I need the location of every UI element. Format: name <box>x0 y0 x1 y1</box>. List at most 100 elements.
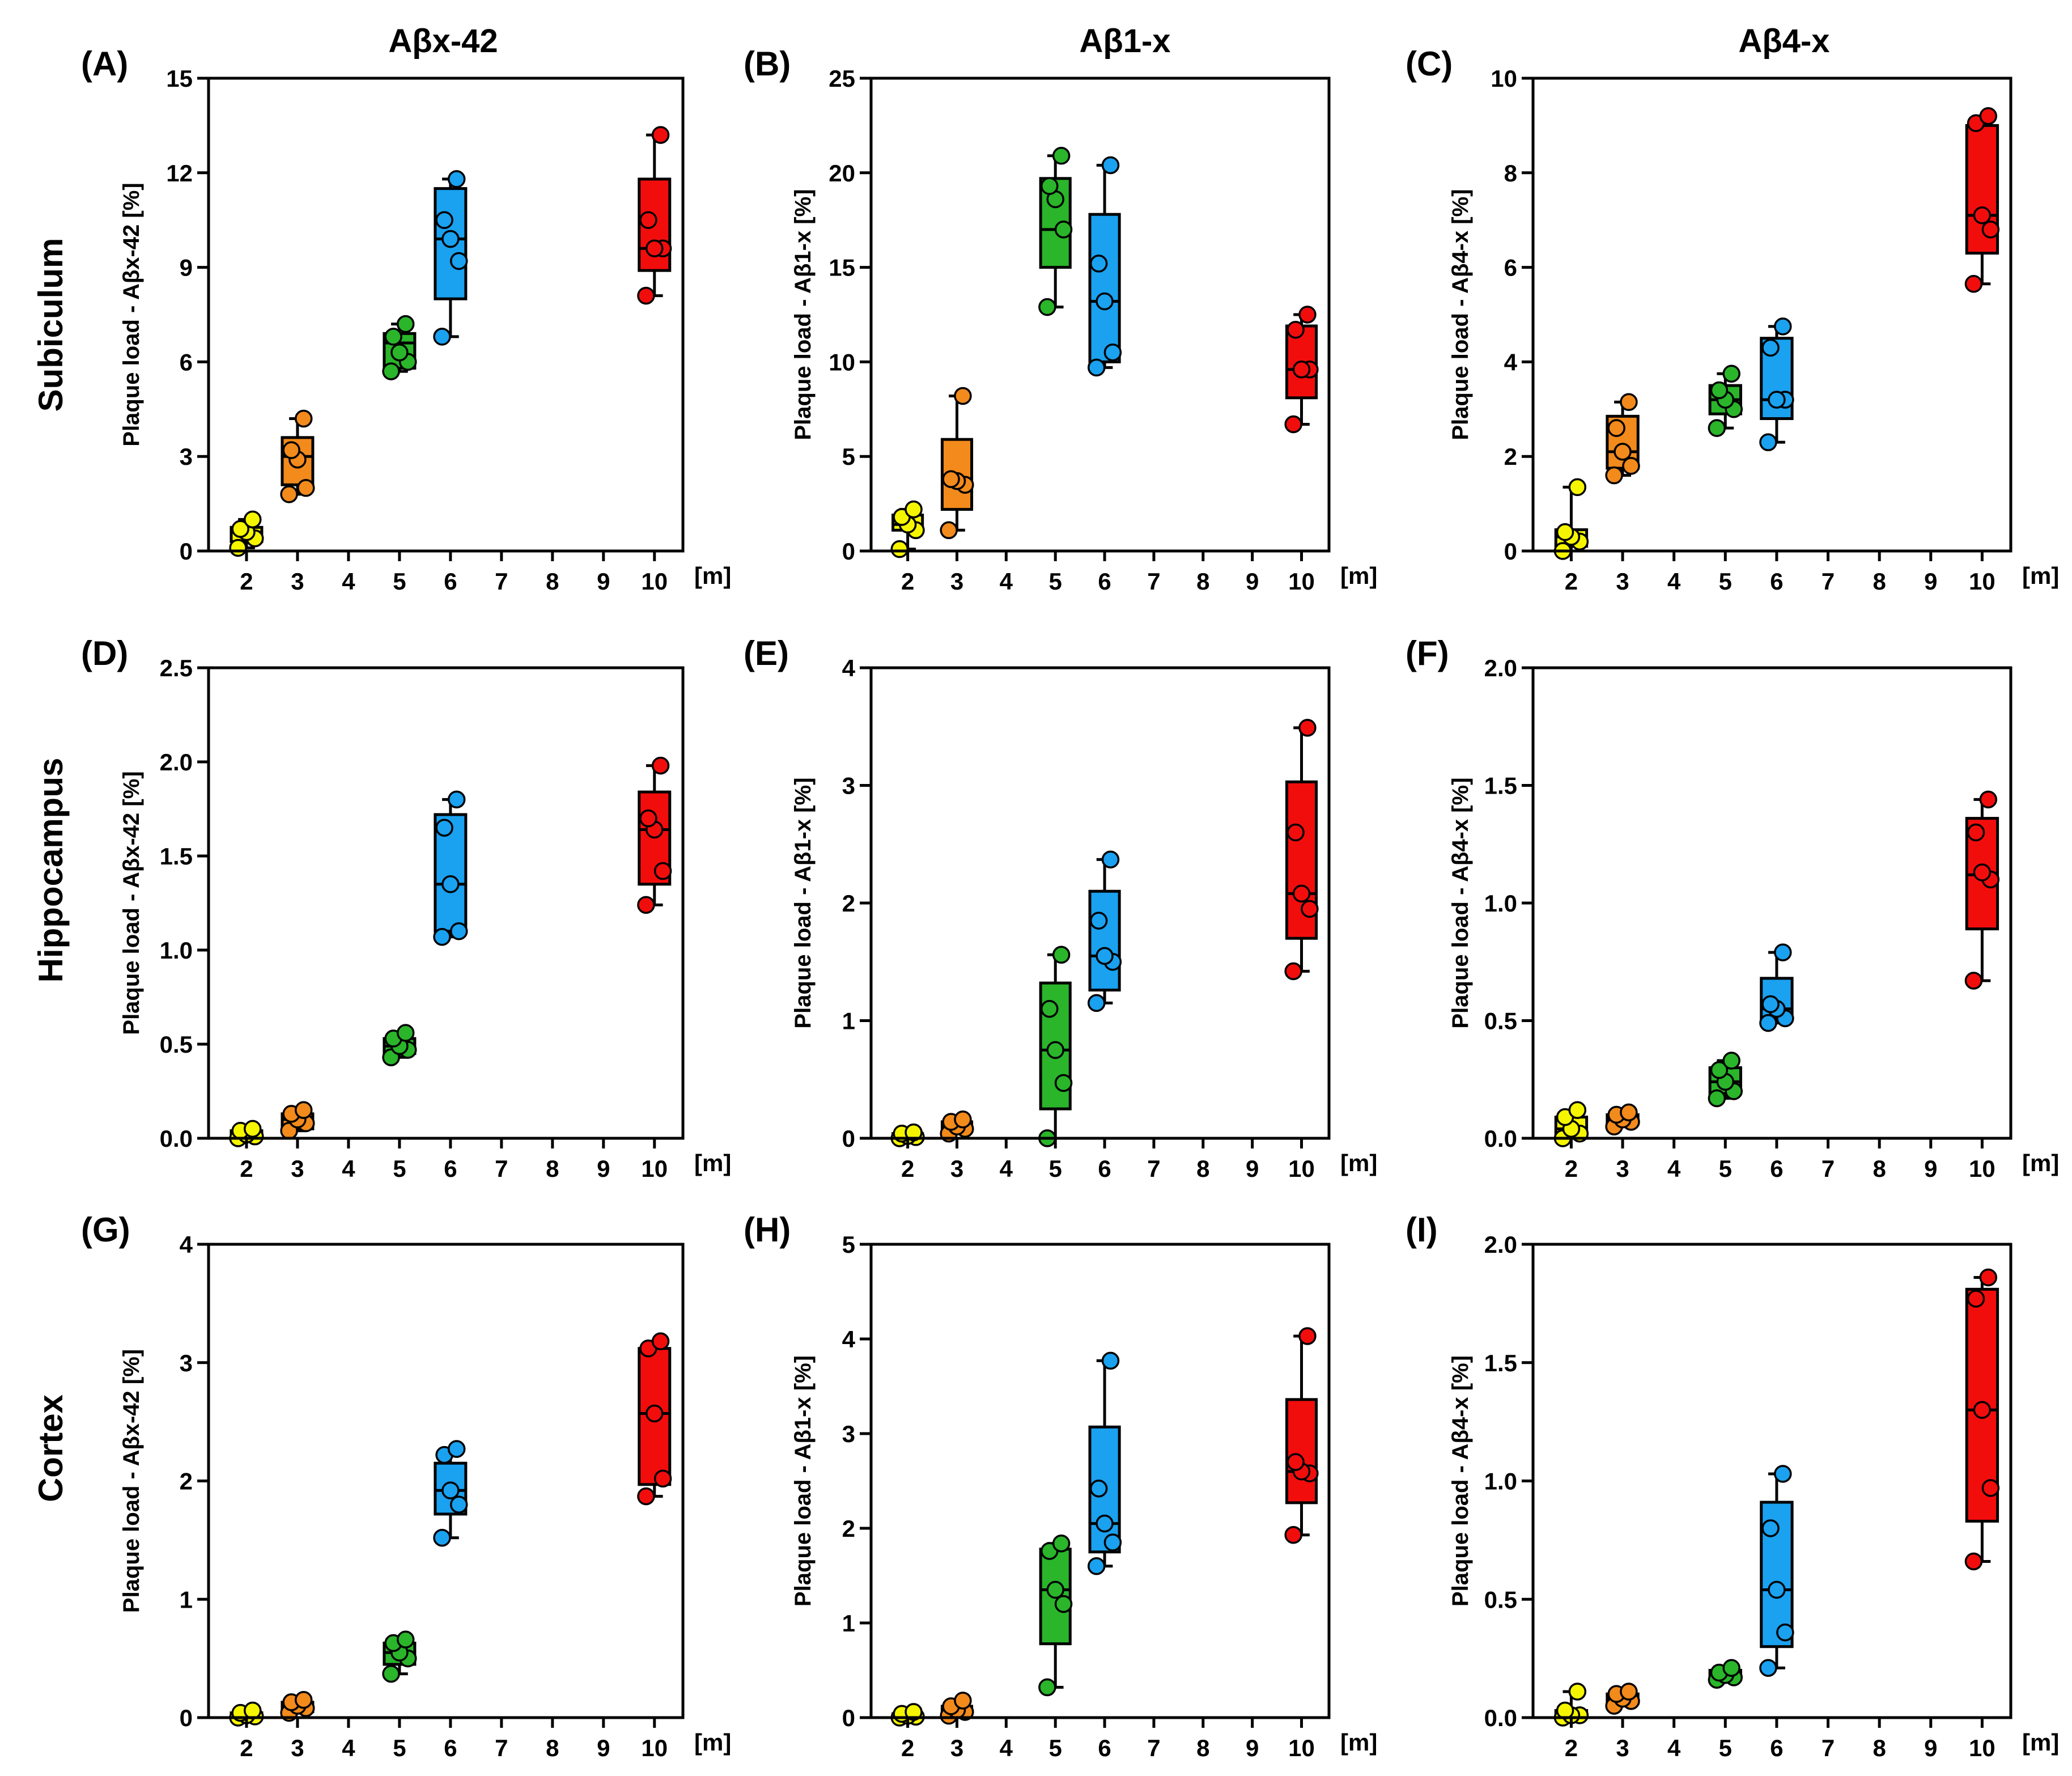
box-group-6m <box>1087 1351 1122 1575</box>
data-point <box>1768 391 1786 409</box>
data-point <box>646 1404 664 1423</box>
data-point <box>637 286 655 305</box>
x-tick-label: 3 <box>291 1735 304 1761</box>
x-tick-label: 4 <box>1000 568 1013 595</box>
column-title-ab4x: Aβ4-x <box>1738 23 1829 60</box>
y-tick-label: 1.0 <box>1484 1468 1517 1495</box>
x-tick-label: 6 <box>1098 1735 1111 1761</box>
box-group-5m <box>1708 1659 1743 1689</box>
x-tick-label: 5 <box>1049 568 1062 595</box>
data-point <box>1607 419 1625 437</box>
plot-frame <box>207 666 685 1140</box>
data-point <box>1054 1595 1073 1613</box>
data-point <box>280 485 298 503</box>
data-point <box>382 362 400 380</box>
x-tick-label: 6 <box>444 1735 457 1761</box>
x-tick-label: 7 <box>1147 568 1160 595</box>
data-point <box>244 1701 262 1720</box>
data-point <box>1041 1000 1059 1018</box>
y-tick-label: 3 <box>842 1421 855 1447</box>
data-point <box>396 1630 415 1648</box>
box-group-2m <box>229 510 264 557</box>
y-tick-label: 3 <box>842 773 855 799</box>
box-group-6m <box>1759 1465 1794 1677</box>
x-axis-label: [m] <box>694 1150 731 1176</box>
data-point <box>1761 1519 1780 1537</box>
row-title-hippocampus: Hippocampus <box>32 758 70 983</box>
box-group-3m <box>1605 1682 1640 1715</box>
y-tick-label: 9 <box>180 255 193 281</box>
data-point <box>1967 823 1985 842</box>
panel-g: (G) Plaque load - Aβx-42 [%] 0 1 2 3 4 2 3 4 5 6 7 8 9… <box>81 1211 731 1761</box>
data-point <box>447 790 466 809</box>
y-axis-label: Plaque load - Aβ4-x [%] <box>1448 189 1473 440</box>
y-tick-label: 3 <box>180 1350 193 1376</box>
box <box>1088 889 1121 992</box>
panel-b: (B) Plaque load - Aβ1-x [%] 0 5 10 15 20 25 2 3 4 5… <box>744 45 1377 595</box>
data-point <box>954 1110 972 1129</box>
y-tick-label: 2 <box>180 1468 193 1495</box>
data-point <box>447 170 466 188</box>
data-point <box>639 211 657 229</box>
y-tick-label: 0.0 <box>1484 1705 1517 1731</box>
y-axis-label: Plaque load - Aβx-42 [%] <box>119 183 144 446</box>
x-tick-label: 9 <box>1924 1735 1937 1761</box>
plot-frame <box>1531 77 2012 553</box>
box-group-2m <box>1553 478 1589 560</box>
box-group-6m <box>1759 943 1794 1032</box>
box-group-5m <box>382 1024 417 1066</box>
data-point <box>1708 1089 1726 1108</box>
x-tick-label: 7 <box>1822 1155 1835 1182</box>
data-point <box>651 126 670 144</box>
x-axis-label: [m] <box>1340 1150 1377 1176</box>
y-tick-label: 2.5 <box>160 655 193 681</box>
panel-e: (E) Plaque load - Aβ1-x [%] 0 1 2 3 4 2 3 4 5 6 7 8 9 1… <box>744 634 1377 1182</box>
x-tick-label: 6 <box>1770 1735 1783 1761</box>
box-group-5m <box>1038 1534 1073 1697</box>
data-point <box>890 540 909 558</box>
x-tick-label: 2 <box>240 1735 253 1761</box>
data-point <box>1089 255 1108 273</box>
data-point <box>1759 433 1777 451</box>
y-axis-label: Plaque load - Aβ4-x [%] <box>1448 778 1473 1029</box>
box-group-10m <box>1964 790 2000 990</box>
data-point <box>244 1120 262 1138</box>
y-tick-label: 2.0 <box>160 749 193 775</box>
y-tick-label: 0 <box>842 538 855 565</box>
data-point <box>954 1692 972 1710</box>
data-point <box>441 230 460 248</box>
box-group-5m <box>1038 946 1073 1147</box>
panel-f: (F) Plaque load - Aβ4-x [%] 0.0 0.5 1.0 1.5 2.… <box>1406 634 2059 1182</box>
data-point <box>384 328 402 346</box>
y-tick-label: 4 <box>842 655 856 681</box>
data-point <box>637 1487 655 1506</box>
data-point <box>449 252 468 270</box>
y-tick-label: 1 <box>842 1610 855 1637</box>
y-tick-label: 0 <box>180 538 193 565</box>
data-point <box>1568 478 1587 497</box>
x-tick-label: 3 <box>1616 1735 1629 1761</box>
box-group-3m <box>1605 1103 1640 1135</box>
x-tick-label: 5 <box>393 568 406 595</box>
data-point <box>1096 947 1114 965</box>
y-tick-label: 3 <box>180 443 193 470</box>
data-point <box>1620 1682 1638 1701</box>
y-tick-label: 2.0 <box>1484 655 1517 681</box>
data-point <box>1759 1659 1777 1677</box>
y-tick-label: 4 <box>1504 349 1518 375</box>
data-point <box>651 1332 670 1350</box>
box-group-10m <box>637 756 672 914</box>
data-point <box>1973 863 1992 881</box>
y-tick-label: 0.0 <box>1484 1125 1517 1152</box>
x-tick-label: 4 <box>1667 1155 1681 1182</box>
x-tick-label: 8 <box>1873 568 1886 595</box>
x-tick-label: 8 <box>1196 568 1209 595</box>
data-point <box>1087 994 1106 1012</box>
data-point <box>1774 943 1792 961</box>
box-group-6m <box>1087 156 1122 377</box>
x-tick-label: 2 <box>901 568 914 595</box>
x-tick-label: 6 <box>1770 568 1783 595</box>
data-point <box>1967 1290 1985 1308</box>
box-group-5m <box>1708 1052 1743 1108</box>
data-point <box>1301 900 1319 918</box>
